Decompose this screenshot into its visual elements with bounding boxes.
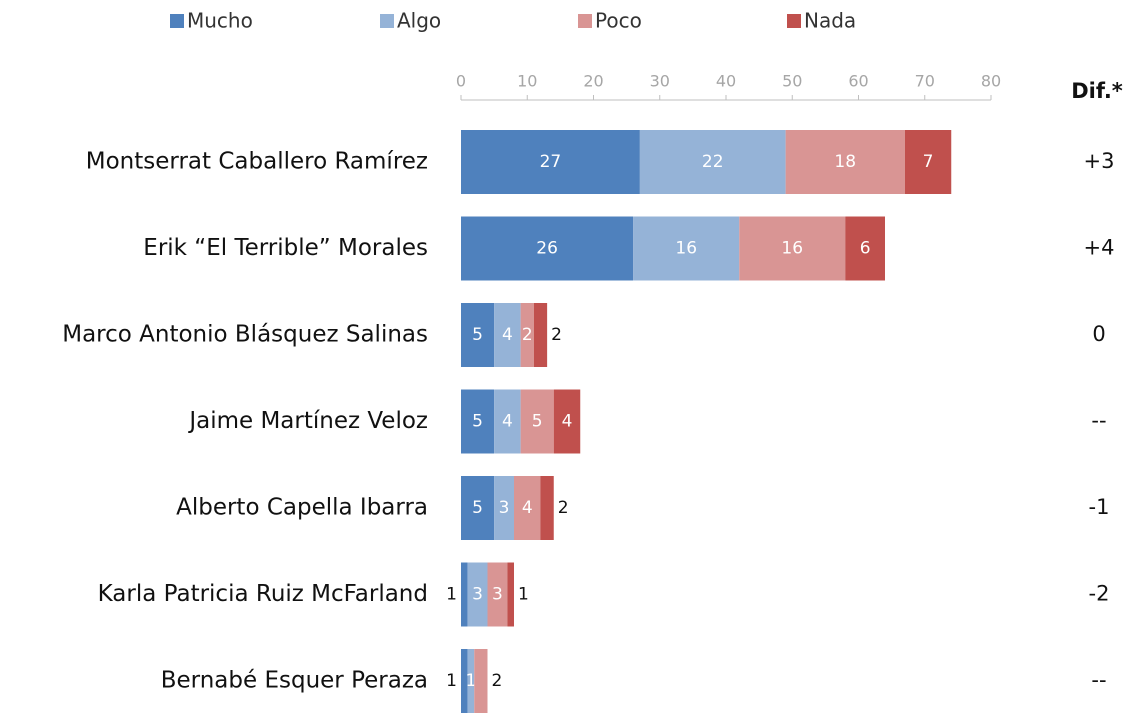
- dif-value: 0: [1092, 322, 1105, 346]
- bar-segment: [633, 216, 740, 281]
- legend-label: Poco: [595, 9, 642, 33]
- category-label: Jaime Martínez Veloz: [187, 408, 428, 434]
- bar-segment: [461, 303, 495, 367]
- dif-title: Dif.*: [1071, 79, 1123, 103]
- x-tick-label: 10: [517, 72, 537, 91]
- data-label: 1: [466, 671, 477, 691]
- bar-segment: [461, 476, 495, 540]
- bar-segment: [461, 562, 468, 627]
- data-label: 4: [502, 412, 513, 432]
- bar-segment: [461, 649, 468, 713]
- x-tick-label: 70: [915, 72, 935, 91]
- data-label: 16: [675, 239, 697, 259]
- bar-segment: [520, 389, 554, 454]
- dif-value: +3: [1084, 149, 1115, 173]
- bar-segment: [639, 130, 786, 194]
- data-label: 26: [536, 239, 558, 259]
- legend-label: Nada: [804, 9, 856, 33]
- bar-segment: [461, 130, 640, 194]
- bar-segment: [533, 303, 548, 367]
- x-tick-label: 50: [782, 72, 802, 91]
- data-label: 4: [522, 498, 533, 518]
- data-label: 2: [522, 325, 533, 345]
- dif-value: -2: [1089, 582, 1110, 606]
- legend-label: Algo: [397, 9, 441, 33]
- data-label: 1: [518, 585, 529, 605]
- category-label: Erik “El Terrible” Morales: [143, 235, 428, 261]
- data-label: 4: [562, 412, 573, 432]
- data-label: 6: [860, 239, 871, 259]
- bar-segment: [474, 649, 488, 713]
- data-label: 27: [540, 152, 562, 172]
- category-label: Montserrat Caballero Ramírez: [86, 149, 428, 175]
- bar-segment: [507, 562, 514, 627]
- data-label: 18: [834, 152, 856, 172]
- bar-segment: [487, 562, 508, 627]
- bar-segment: [461, 216, 634, 281]
- data-label: 5: [472, 325, 483, 345]
- data-label: 16: [781, 239, 803, 259]
- bar-segment: [845, 216, 885, 281]
- category-label: Karla Patricia Ruiz McFarland: [98, 581, 428, 607]
- data-label: 5: [532, 412, 543, 432]
- x-tick-label: 0: [456, 72, 466, 91]
- data-label: 1: [446, 671, 457, 691]
- bar-segment: [494, 389, 521, 454]
- legend-swatch: [380, 14, 394, 28]
- x-tick-label: 20: [583, 72, 603, 91]
- bar-segment: [739, 216, 846, 281]
- bar-segment: [514, 476, 541, 540]
- legend-swatch: [170, 14, 184, 28]
- data-label: 3: [492, 585, 503, 605]
- data-label: 5: [472, 412, 483, 432]
- bar-segment: [461, 389, 495, 454]
- category-label: Bernabé Esquer Peraza: [161, 668, 428, 694]
- data-label: 5: [472, 498, 483, 518]
- bar-segment: [540, 476, 554, 540]
- bar-segment: [467, 562, 488, 627]
- data-label: 3: [472, 585, 483, 605]
- data-label: 2: [492, 671, 503, 691]
- bar-segment: [904, 130, 952, 194]
- dif-value: --: [1091, 409, 1106, 433]
- x-tick-label: 30: [650, 72, 670, 91]
- bar-segment: [467, 649, 475, 713]
- x-tick-label: 60: [848, 72, 868, 91]
- data-label: 22: [702, 152, 724, 172]
- data-label: 4: [502, 325, 513, 345]
- bar-segment: [494, 303, 521, 367]
- dif-value: --: [1091, 668, 1106, 692]
- legend-label: Mucho: [187, 9, 253, 33]
- category-label: Marco Antonio Blásquez Salinas: [62, 322, 428, 348]
- bar-segment: [520, 303, 534, 367]
- dif-value: -1: [1089, 495, 1110, 519]
- category-label: Alberto Capella Ibarra: [176, 495, 428, 521]
- bar-segment: [553, 389, 581, 454]
- x-tick-label: 40: [716, 72, 736, 91]
- data-label: 3: [499, 498, 510, 518]
- bar-segment: [494, 476, 514, 540]
- data-label: 2: [558, 498, 569, 518]
- data-label: 2: [551, 325, 562, 345]
- x-tick-label: 80: [981, 72, 1001, 91]
- dif-value: +4: [1084, 236, 1115, 260]
- legend-swatch: [578, 14, 592, 28]
- data-label: 7: [923, 152, 934, 172]
- bar-segment: [785, 130, 905, 194]
- data-label: 1: [446, 585, 457, 605]
- legend-swatch: [787, 14, 801, 28]
